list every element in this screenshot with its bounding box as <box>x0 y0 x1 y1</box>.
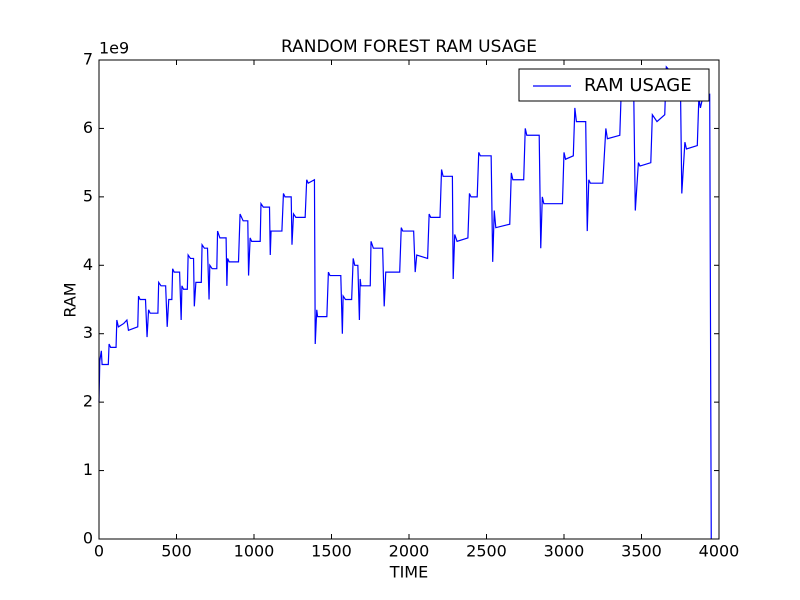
y-tick-label: 5 <box>83 186 93 205</box>
x-tick-label: 2500 <box>466 542 507 561</box>
x-axis-label: TIME <box>389 563 428 582</box>
y-tick-label: 0 <box>83 529 93 548</box>
x-tick-label: 1500 <box>311 542 352 561</box>
x-tick-label: 2000 <box>389 542 430 561</box>
y-tick-label: 3 <box>83 323 93 342</box>
legend-label: RAM USAGE <box>584 75 692 96</box>
y-tick-label: 7 <box>83 50 93 69</box>
data-line <box>98 65 712 540</box>
chart-title: RANDOM FOREST RAM USAGE <box>281 37 537 57</box>
y-offset-label: 1e9 <box>99 39 129 58</box>
x-tick-label: 3500 <box>621 542 662 561</box>
x-tick-label: 4000 <box>699 542 740 561</box>
y-tick-label: 1 <box>83 460 93 479</box>
x-tick-label: 1000 <box>234 542 275 561</box>
x-tick-label: 3000 <box>544 542 585 561</box>
legend-box <box>518 68 710 102</box>
y-tick-label: 2 <box>83 392 93 411</box>
y-tick-label: 4 <box>83 255 93 274</box>
y-tick-label: 6 <box>83 118 93 137</box>
y-axis-label: RAM <box>61 282 80 317</box>
x-tick-label: 0 <box>94 542 104 561</box>
x-tick-label: 500 <box>161 542 192 561</box>
